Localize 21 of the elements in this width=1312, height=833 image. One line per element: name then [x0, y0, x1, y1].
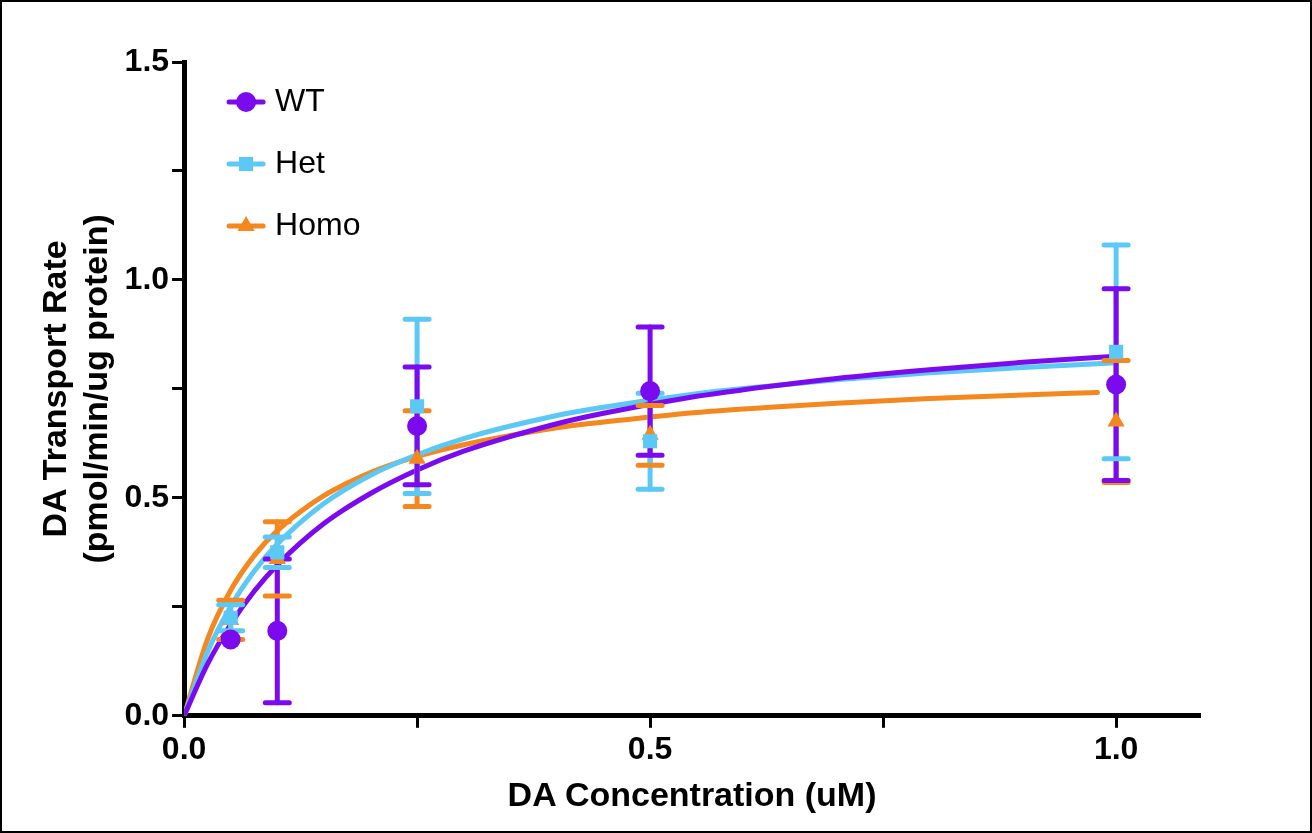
- x-tick-label: 1.0: [1093, 729, 1139, 766]
- x-axis-title: DA Concentration (uM): [507, 774, 877, 813]
- point: [220, 629, 241, 650]
- legend-label: Homo: [275, 205, 361, 242]
- y-axis-title: DA Transport Rate (pmol/min/ug protein): [34, 214, 114, 564]
- y-tick-label: 0.0: [124, 695, 170, 732]
- legend-label: Het: [275, 143, 325, 180]
- point: [640, 381, 661, 402]
- y-tick-label: 1.5: [124, 41, 170, 78]
- point: [410, 399, 425, 414]
- legend-label: WT: [275, 81, 325, 118]
- point: [643, 434, 658, 449]
- y-tick-label: 0.5: [124, 477, 170, 514]
- y-tick-label: 1.0: [124, 259, 170, 296]
- point: [267, 620, 288, 641]
- x-tick-label: 0.0: [161, 729, 207, 766]
- x-tick-label: 0.5: [627, 729, 673, 766]
- point: [407, 415, 428, 436]
- point: [1106, 374, 1127, 395]
- point: [270, 545, 285, 560]
- point: [1109, 344, 1124, 359]
